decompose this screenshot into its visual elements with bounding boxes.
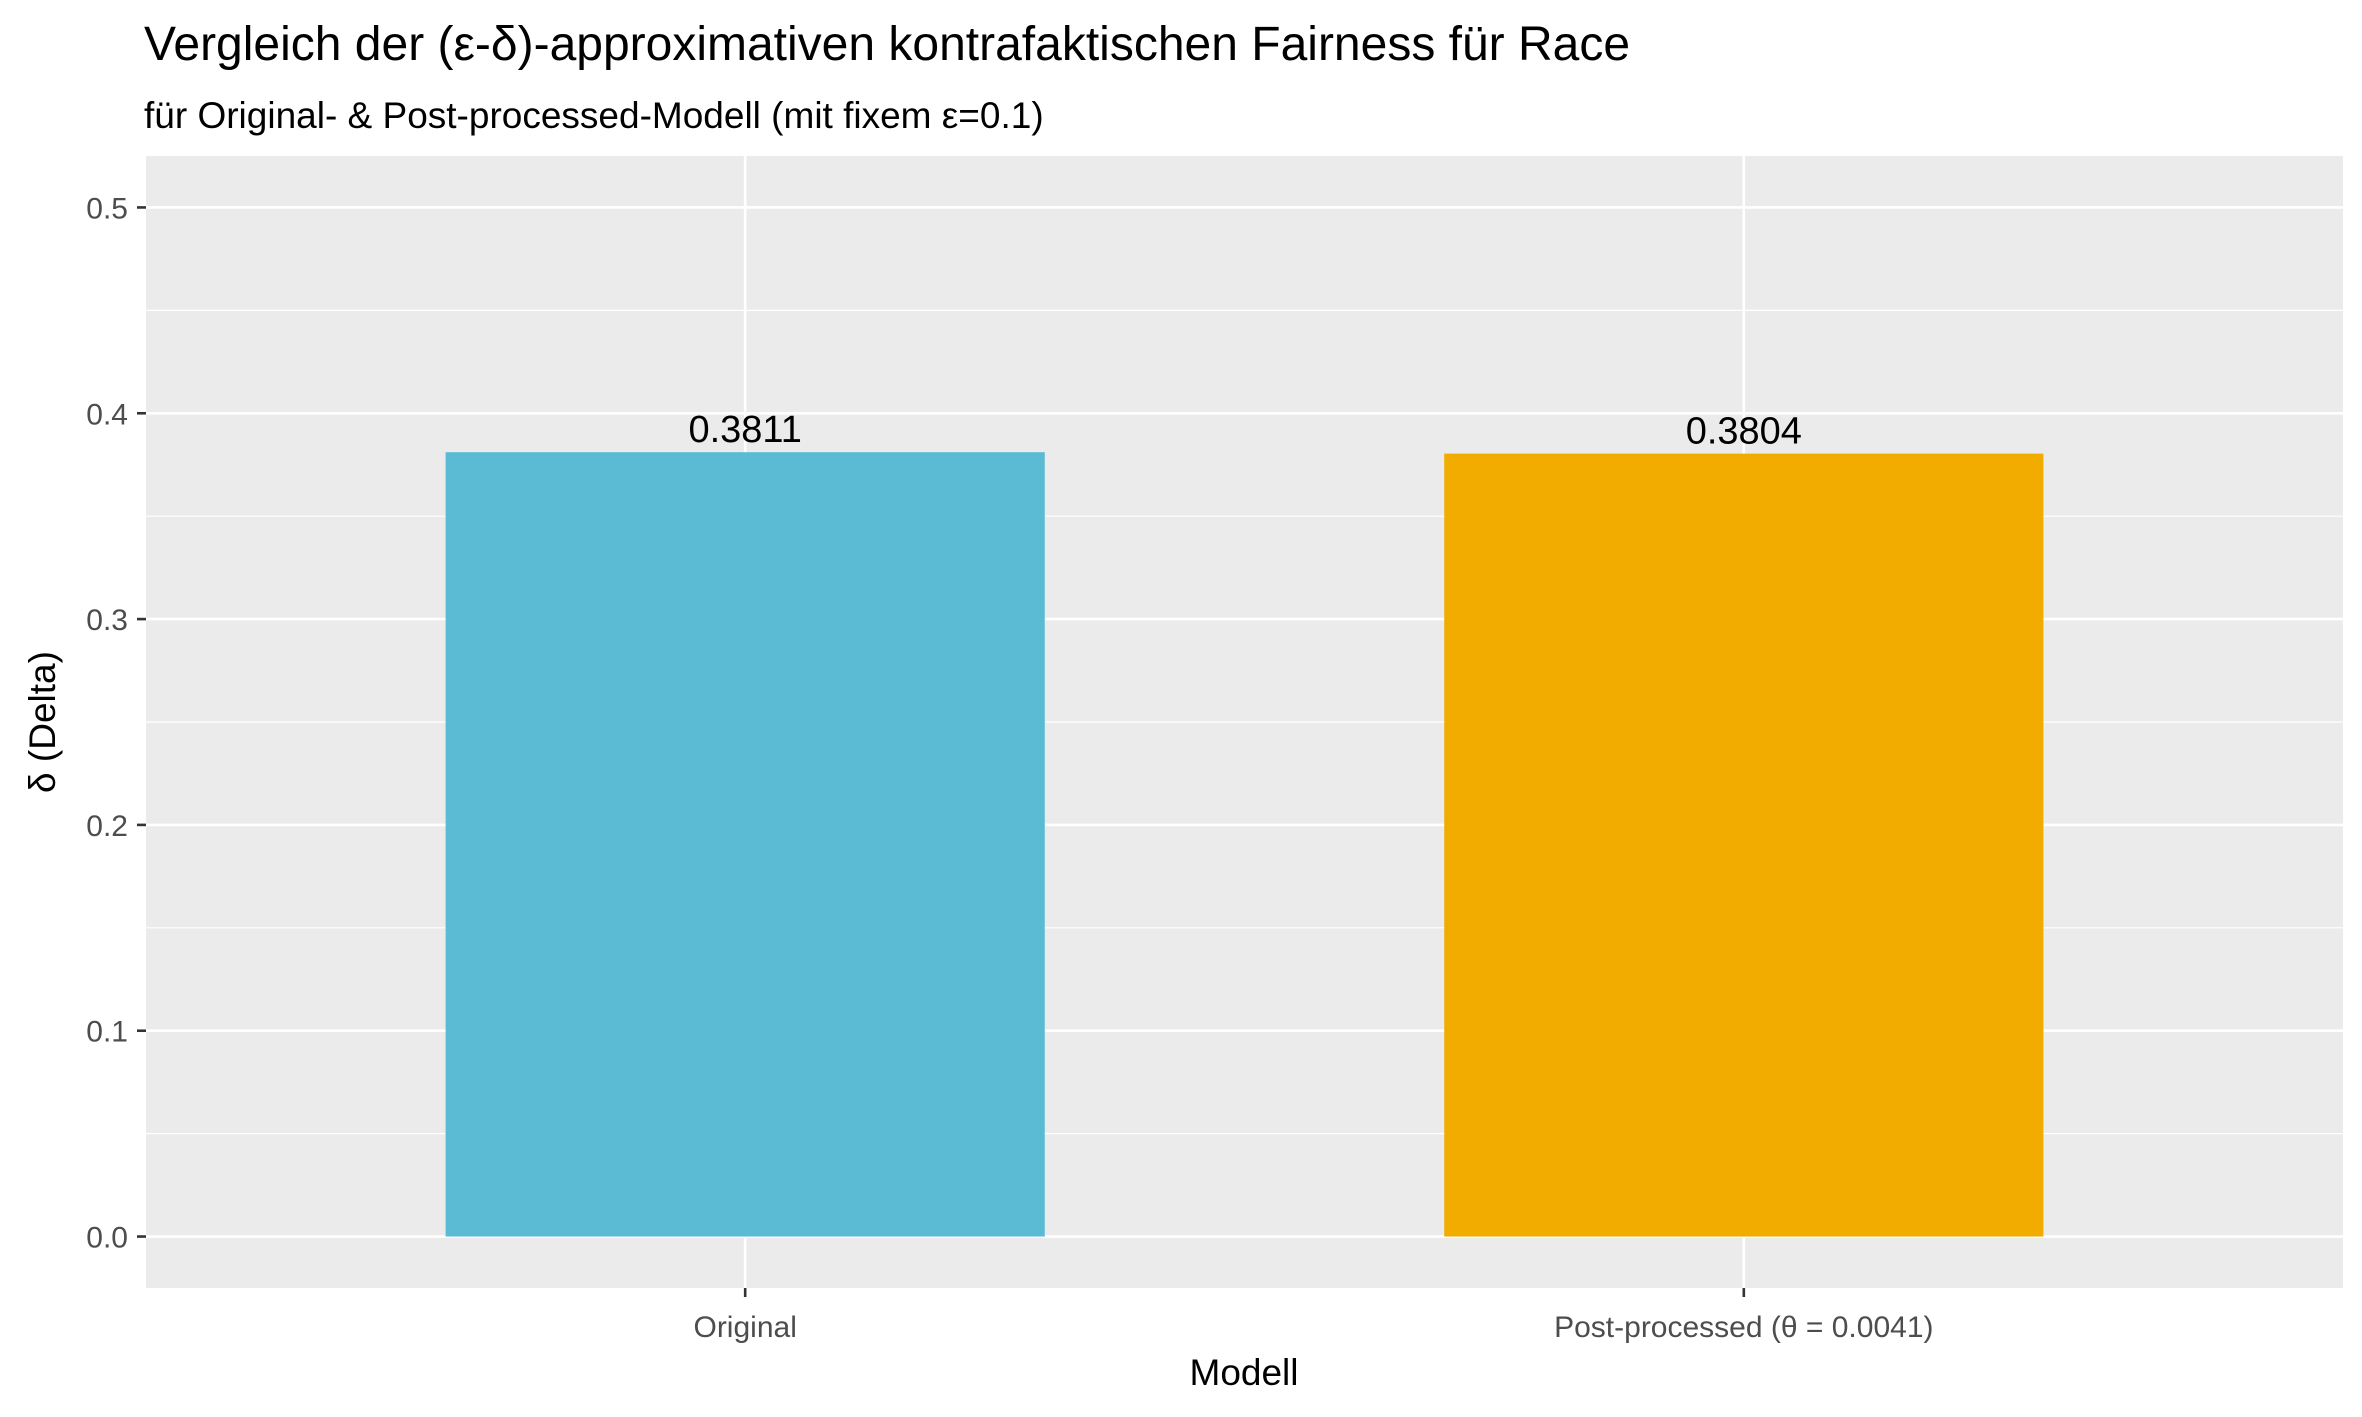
y-axis: 0.0 0.1 0.2 0.3 0.4 0.5 bbox=[86, 192, 146, 1255]
y-tick-label: 0.0 bbox=[86, 1222, 128, 1255]
bars bbox=[445, 452, 2044, 1237]
bar-value-label: 0.3811 bbox=[688, 409, 801, 451]
y-tick-label: 0.3 bbox=[86, 604, 128, 637]
y-tick-label: 0.2 bbox=[86, 810, 128, 843]
chart-title: Vergleich der (ε-δ)-approximativen kontr… bbox=[144, 18, 1630, 71]
bar-1 bbox=[445, 452, 1045, 1237]
y-tick-label: 0.5 bbox=[86, 192, 128, 225]
y-tick-label: 0.4 bbox=[86, 398, 128, 431]
x-axis: Original Post-processed (θ = 0.0041) bbox=[693, 1288, 1934, 1344]
bar-value-labels: 0.3811 0.3804 bbox=[688, 409, 1801, 452]
chart-subtitle: für Original- & Post-processed-Modell (m… bbox=[144, 95, 1044, 136]
x-axis-title: Modell bbox=[1190, 1352, 1299, 1393]
y-tick-label: 0.1 bbox=[86, 1016, 128, 1049]
x-tick-label: Post-processed (θ = 0.0041) bbox=[1554, 1311, 1933, 1344]
bar-value-label: 0.3804 bbox=[1686, 411, 1802, 453]
x-tick-label: Original bbox=[693, 1311, 796, 1344]
y-axis-title: δ (Delta) bbox=[22, 651, 63, 793]
bar-2 bbox=[1444, 453, 2044, 1237]
